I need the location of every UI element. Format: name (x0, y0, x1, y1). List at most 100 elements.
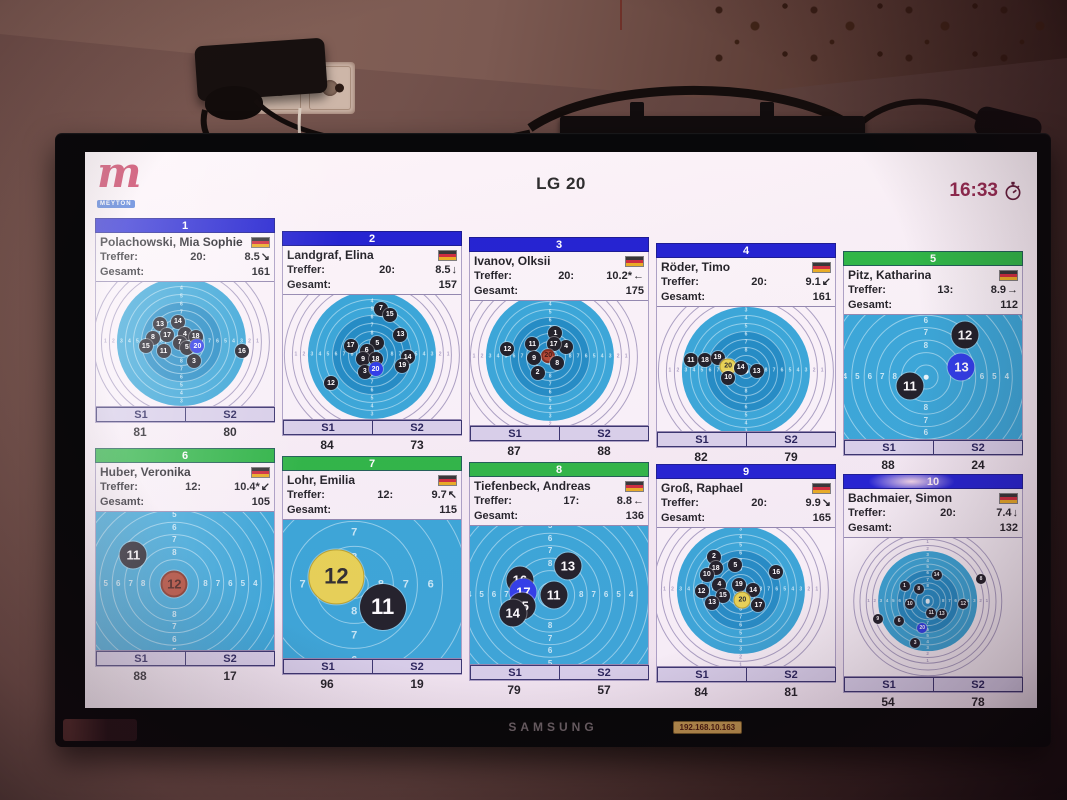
ring-number-label: 3 (744, 307, 748, 314)
ring-number-label: 7 (520, 353, 524, 360)
ring-number-label: 6 (370, 387, 374, 394)
ring-number-label: 8 (180, 358, 183, 365)
series2-header: S2 (185, 407, 275, 422)
treffer-row: Treffer: 17: 8.8 ← (470, 493, 648, 508)
shot-direction-arrow-icon: ↙ (260, 481, 270, 493)
treffer-label: Treffer: (287, 263, 325, 276)
ring-number-label: 1 (867, 598, 870, 604)
ring-number-label: 7 (744, 396, 748, 402)
ring-number-label: 4 (253, 578, 258, 588)
ring-number-label: 6 (172, 634, 177, 644)
series1-header: S1 (96, 651, 186, 666)
ring-number-label: 3 (739, 646, 743, 653)
ring-number-label: 7 (926, 576, 929, 582)
panel-row-1: 1 Polachowski, Mia Sophie Treffer: 20: 8… (95, 218, 1023, 473)
ring-number-label: 3 (739, 527, 743, 533)
shot-direction-arrow-icon: ↓ (451, 263, 458, 276)
ring-number-label: 6 (923, 428, 929, 438)
shot-marker-13: 13 (936, 608, 947, 619)
series1-header: S1 (657, 432, 747, 447)
shot-direction-arrow-icon: ↘ (260, 251, 270, 263)
ring-number-label: 8 (744, 347, 748, 354)
ring-number-label: 1 (926, 539, 929, 545)
shot-marker-2: 2 (530, 365, 545, 380)
lane-panel: 2 Landgraf, Elina Treffer: 20: 8.5 ↓ Ges… (282, 231, 462, 473)
lane-panel: 8 Tiefenbeck, Andreas Treffer: 17: 8.8 ←… (469, 462, 649, 708)
treffer-label: Treffer: (474, 269, 512, 282)
ring-number-label: 4 (180, 390, 183, 397)
germany-flag-icon (438, 249, 457, 261)
ring-number-label: 1 (624, 353, 628, 360)
gesamt-label: Gesamt: (287, 278, 332, 291)
ring-number-label: 3 (240, 338, 243, 345)
tv-frame: m MEYTON LG 20 16:33 1 (55, 133, 1051, 747)
ring-number-label: 6 (923, 315, 929, 325)
shot-marker-13: 13 (947, 353, 975, 381)
gesamt-label: Gesamt: (848, 521, 893, 534)
ring-number-label: 1 (294, 351, 298, 358)
tv-bezel-bottom: SAMSUNG 192.168.10.163 (55, 709, 1051, 747)
treffer-row: Treffer: 20: 10.2* ← (470, 268, 648, 283)
lane-number-bar: 9 (656, 464, 836, 479)
series2-header: S2 (372, 420, 462, 435)
ring-number-label: 7 (744, 339, 748, 346)
ring-number-label: 6 (603, 590, 609, 599)
lane-number-bar: 1 (95, 218, 275, 233)
series-header-row: S1 S2 (283, 420, 462, 435)
shooter-name: Polachowski, Mia Sophie (100, 235, 243, 249)
ring-number-label: 3 (799, 586, 803, 593)
bezel-sticker (63, 719, 137, 741)
series1-header: S1 (283, 420, 373, 435)
ring-number-label: 6 (547, 533, 553, 543)
ring-number-label: 4 (687, 586, 690, 593)
shooter-name-row: Tiefenbeck, Andreas (470, 477, 648, 493)
ring-number-label: 5 (739, 542, 743, 549)
gesamt-label: Gesamt: (661, 511, 706, 524)
lane-number-bar: 8 (469, 462, 649, 477)
ring-number-label: 5 (547, 658, 553, 665)
last-shot-value: 7.4 ↓ (996, 507, 1018, 519)
shot-marker-20: 20 (917, 622, 928, 633)
shot-marker-11: 11 (683, 353, 698, 368)
shooter-name: Röder, Timo (661, 260, 731, 274)
shot-marker-10: 10 (699, 567, 714, 582)
lane-panel: 5 Pitz, Katharina Treffer: 13: 8.9 → Ges… (843, 251, 1023, 473)
ring-number-label: 3 (430, 351, 434, 358)
ring-number-label: 3 (119, 338, 123, 345)
ring-number-label: 7 (948, 598, 951, 604)
gesamt-row: Gesamt: 157 (283, 277, 461, 292)
treffer-row: Treffer: 20: 9.9 ↘ (657, 495, 835, 510)
series-header-row: S1 S2 (283, 659, 462, 674)
ring-number-label: 3 (371, 295, 374, 297)
gesamt-row: Gesamt: 112 (844, 297, 1022, 312)
ring-number-label: 7 (767, 586, 771, 593)
ring-number-label: 6 (228, 578, 233, 588)
ring-number-label: 1 (256, 338, 259, 345)
gesamt-label: Gesamt: (474, 509, 519, 522)
target-display: 1111222233334444555566667777888821851016… (657, 527, 835, 667)
ring-number-label: 4 (600, 353, 604, 360)
germany-flag-icon (999, 269, 1018, 281)
last-shot-score: 8.9 (990, 283, 1006, 296)
series-values-row: 96 19 (282, 675, 462, 692)
shooter-name-row: Huber, Veronika (96, 463, 274, 479)
lane-panel: 6 Huber, Veronika Treffer: 12: 10.4* ↙ G… (95, 448, 275, 708)
lane-number: 10 (926, 475, 940, 488)
ring-number-label: 6 (548, 317, 552, 324)
series-header-row: S1 S2 (96, 407, 275, 422)
ring-number-label: 7 (172, 535, 177, 545)
ring-number-label: 7 (504, 590, 509, 599)
lane-panel: 10 Bachmaier, Simon Treffer: 20: 7.4 ↓ G… (843, 474, 1023, 708)
ring-number-label: 6 (512, 353, 516, 360)
ring-number-label: 1 (815, 586, 819, 593)
shot-marker-12: 12 (694, 584, 709, 599)
ring-number-label: 7 (591, 590, 596, 599)
ring-number-label: 8 (764, 367, 768, 374)
shot-marker-4: 4 (559, 339, 574, 354)
lane-number: 8 (555, 463, 563, 476)
lane-number: 9 (742, 465, 750, 478)
shot-marker-11: 11 (525, 337, 540, 352)
lane-number: 2 (368, 232, 376, 245)
ring-number-label: 5 (992, 372, 997, 381)
